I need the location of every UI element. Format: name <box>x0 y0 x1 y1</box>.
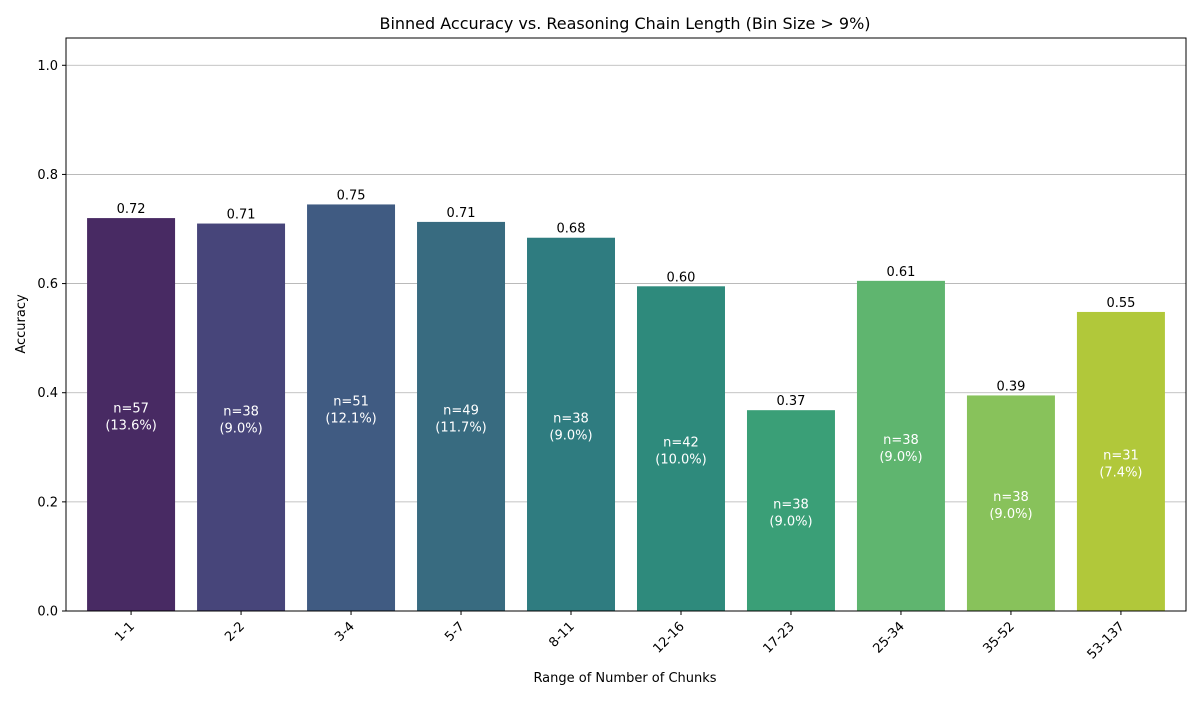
y-tick-label: 0.6 <box>37 277 58 292</box>
x-tick-label: 3-4 <box>332 619 358 645</box>
bar-value-label: 0.61 <box>886 265 915 280</box>
y-axis: 0.0 0.2 0.4 0.6 0.8 1.0 <box>37 59 66 620</box>
bar <box>197 223 286 612</box>
bar-count-label: n=38 <box>993 490 1029 505</box>
bar <box>746 410 835 611</box>
y-tick-label: 0.4 <box>37 386 58 401</box>
x-axis: 1-1 2-2 3-4 5-7 8-11 12-16 17-23 25-34 35-52 53-1… <box>112 611 1128 662</box>
bar-value-label: 0.39 <box>996 379 1025 394</box>
bar-percent-label: (9.0%) <box>219 421 262 436</box>
bar-percent-label: (11.7%) <box>435 420 486 435</box>
bar <box>527 237 616 611</box>
bar-count-label: n=51 <box>333 395 369 410</box>
bar-percent-label: (13.6%) <box>105 419 156 434</box>
bar <box>307 204 396 611</box>
x-tick-label: 25-34 <box>870 619 907 656</box>
bar-count-label: n=38 <box>773 498 809 513</box>
bar-value-label: 0.60 <box>667 270 696 285</box>
bar-value-label: 0.72 <box>117 202 146 217</box>
bar-value-label: 0.37 <box>776 394 805 409</box>
bar-count-label: n=38 <box>223 404 259 419</box>
bar-value-label: 0.75 <box>337 188 366 203</box>
bar-percent-label: (12.1%) <box>325 412 376 427</box>
bar <box>856 280 945 611</box>
bar <box>87 218 176 612</box>
bar-percent-label: (9.0%) <box>769 515 812 530</box>
x-tick-label: 2-2 <box>222 619 248 645</box>
bar-count-label: n=38 <box>553 411 589 426</box>
x-axis-label: Range of Number of Chunks <box>533 671 716 686</box>
y-tick-label: 1.0 <box>37 59 58 74</box>
bar <box>636 286 725 611</box>
bar <box>417 221 506 612</box>
bar-count-label: n=49 <box>443 403 479 418</box>
bar-count-label: n=31 <box>1103 448 1139 463</box>
x-tick-label: 5-7 <box>442 619 468 645</box>
x-tick-label: 53-137 <box>1085 619 1128 662</box>
bar-count-label: n=38 <box>883 433 919 448</box>
plot-frame <box>65 37 1187 612</box>
bar-count-label: n=42 <box>663 436 699 451</box>
y-tick-label: 0.2 <box>37 495 58 510</box>
bars <box>87 204 1165 612</box>
x-tick-label: 8-11 <box>546 619 577 650</box>
y-tick-label: 0.8 <box>37 168 58 183</box>
bar-value-label: 0.55 <box>1106 296 1135 311</box>
bar-percent-label: (9.0%) <box>549 428 592 443</box>
bar <box>1076 311 1165 611</box>
bar-percent-label: (10.0%) <box>655 453 706 468</box>
bar-percent-label: (7.4%) <box>1099 465 1142 480</box>
y-axis-label: Accuracy <box>14 294 29 354</box>
x-tick-label: 17-23 <box>760 619 797 656</box>
bar-value-label: 0.71 <box>447 206 476 221</box>
bar-labels: 0.72 n=57 (13.6%) 0.71 n=38 (9.0%) 0.75 n=51 (12… <box>105 188 1142 529</box>
bar-percent-label: (9.0%) <box>989 507 1032 522</box>
y-tick-label: 0.0 <box>37 605 58 620</box>
x-tick-label: 12-16 <box>650 619 687 656</box>
bar-value-label: 0.68 <box>557 222 586 237</box>
bar-value-label: 0.71 <box>227 208 256 223</box>
chart-title: Binned Accuracy vs. Reasoning Chain Leng… <box>379 14 870 33</box>
x-tick-label: 1-1 <box>112 619 138 645</box>
bar-count-label: n=57 <box>113 402 149 417</box>
bar <box>966 395 1055 611</box>
bar-percent-label: (9.0%) <box>879 450 922 465</box>
x-tick-label: 35-52 <box>980 619 1017 656</box>
